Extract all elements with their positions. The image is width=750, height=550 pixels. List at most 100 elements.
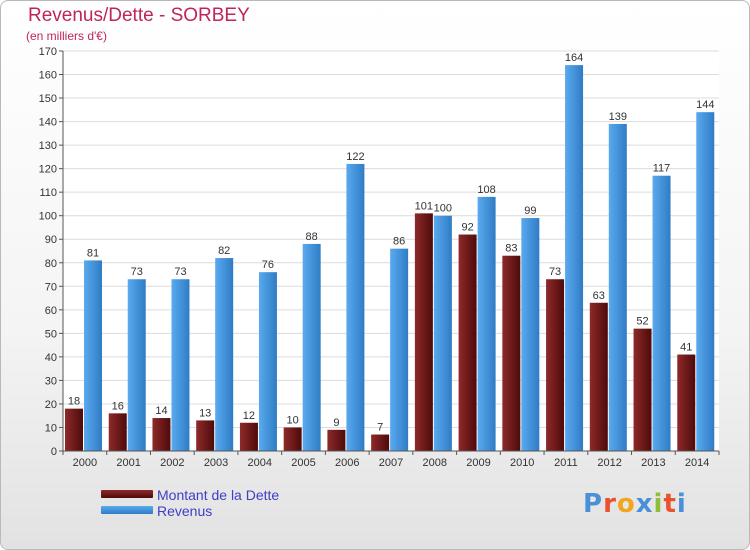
x-tick-label: 2007 xyxy=(379,457,403,469)
y-tick-label: 10 xyxy=(45,422,57,434)
x-tick-label: 2006 xyxy=(335,457,359,469)
bar-dette xyxy=(65,408,83,451)
y-tick-label: 0 xyxy=(51,446,57,458)
legend-label-revenus: Revenus xyxy=(157,503,213,519)
data-label-dette: 10 xyxy=(287,414,299,426)
data-label-dette: 41 xyxy=(680,342,692,354)
bar-revenus xyxy=(302,243,321,451)
bar-dette xyxy=(589,302,608,451)
data-label-revenus: 86 xyxy=(393,236,405,248)
data-label-dette: 12 xyxy=(243,410,255,422)
bar-dette xyxy=(677,354,696,451)
x-tick-label: 2013 xyxy=(641,457,665,469)
data-label-dette: 101 xyxy=(415,200,433,212)
logo-letter: o xyxy=(616,489,636,519)
y-tick-label: 40 xyxy=(45,352,57,364)
bar-revenus xyxy=(652,175,671,452)
data-label-revenus: 122 xyxy=(346,151,364,163)
bar-dette xyxy=(196,420,215,451)
x-tick-label: 2012 xyxy=(597,457,621,469)
data-label-dette: 16 xyxy=(112,400,124,412)
y-tick-label: 90 xyxy=(45,234,57,246)
logo-letter: i xyxy=(676,489,687,519)
proxiti-logo: Proxiti xyxy=(583,489,687,519)
x-tick-label: 2003 xyxy=(204,457,228,469)
legend-swatch-revenus xyxy=(101,506,153,514)
data-label-dette: 63 xyxy=(593,290,605,302)
x-tick-label: 2014 xyxy=(685,457,709,469)
chart-title: Revenus/Dette - SORBEY xyxy=(28,5,250,26)
data-label-dette: 7 xyxy=(377,422,383,434)
y-tick-label: 130 xyxy=(39,140,57,152)
y-tick-label: 110 xyxy=(39,187,57,199)
bar-revenus xyxy=(127,279,146,451)
x-tick-label: 2009 xyxy=(466,457,490,469)
data-label-dette: 92 xyxy=(461,222,473,234)
data-label-dette: 18 xyxy=(68,396,80,408)
data-label-revenus: 108 xyxy=(477,184,495,196)
data-label-revenus: 117 xyxy=(653,163,671,175)
bar-dette xyxy=(546,279,565,451)
data-label-revenus: 139 xyxy=(609,111,627,123)
data-label-revenus: 73 xyxy=(174,266,186,278)
data-label-revenus: 88 xyxy=(306,231,318,243)
bar-revenus xyxy=(258,272,277,451)
bar-revenus xyxy=(171,279,190,451)
data-label-revenus: 100 xyxy=(434,203,452,215)
x-tick-label: 2004 xyxy=(248,457,272,469)
y-tick-label: 50 xyxy=(45,328,57,340)
data-label-dette: 13 xyxy=(199,407,211,419)
y-tick-label: 60 xyxy=(45,305,57,317)
y-tick-label: 80 xyxy=(45,258,57,270)
logo-letter: P xyxy=(583,489,604,519)
bar-dette xyxy=(414,213,433,451)
y-tick-label: 120 xyxy=(39,164,57,176)
x-tick-label: 2010 xyxy=(510,457,534,469)
legend-swatch-dette xyxy=(101,490,153,498)
bar-revenus xyxy=(477,196,496,451)
y-tick-label: 30 xyxy=(45,375,57,387)
legend-label-dette: Montant de la Dette xyxy=(157,487,280,503)
data-label-revenus: 73 xyxy=(131,266,143,278)
y-tick-label: 170 xyxy=(39,46,57,58)
data-label-revenus: 144 xyxy=(696,99,714,111)
data-label-dette: 73 xyxy=(549,266,561,278)
bar-dette xyxy=(152,418,171,451)
y-tick-label: 140 xyxy=(39,117,57,129)
bar-revenus xyxy=(433,215,452,451)
data-label-dette: 9 xyxy=(333,417,339,429)
x-tick-label: 2011 xyxy=(554,457,578,469)
bar-revenus xyxy=(696,112,715,452)
data-label-dette: 52 xyxy=(636,316,648,328)
y-tick-label: 20 xyxy=(45,399,57,411)
data-label-revenus: 99 xyxy=(524,205,536,217)
logo-letter: t xyxy=(663,489,677,519)
x-tick-label: 2008 xyxy=(422,457,446,469)
logo-letter: r xyxy=(603,489,617,519)
data-label-revenus: 81 xyxy=(87,247,99,259)
data-label-dette: 83 xyxy=(505,243,517,255)
logo-letter: i xyxy=(653,489,664,519)
y-tick-label: 100 xyxy=(39,211,57,223)
chart-subtitle: (en milliers d'€) xyxy=(26,29,107,43)
data-label-revenus: 82 xyxy=(218,245,230,257)
bar-revenus xyxy=(608,123,627,452)
bar-dette xyxy=(108,413,127,451)
y-tick-label: 70 xyxy=(45,281,57,293)
bar-dette xyxy=(239,422,258,451)
bar-dette xyxy=(458,234,477,451)
bar-dette xyxy=(371,434,390,451)
bar-dette xyxy=(283,427,302,451)
data-label-revenus: 164 xyxy=(565,52,583,64)
y-tick-label: 160 xyxy=(39,70,57,82)
bar-dette xyxy=(633,328,652,451)
bar-dette xyxy=(502,255,521,451)
bar-revenus xyxy=(346,163,365,452)
data-label-dette: 14 xyxy=(155,405,167,417)
bar-dette xyxy=(327,429,346,451)
logo-letter: x xyxy=(635,489,654,519)
bar-revenus xyxy=(565,65,584,451)
y-tick-label: 150 xyxy=(39,93,57,105)
bar-revenus xyxy=(215,258,234,451)
